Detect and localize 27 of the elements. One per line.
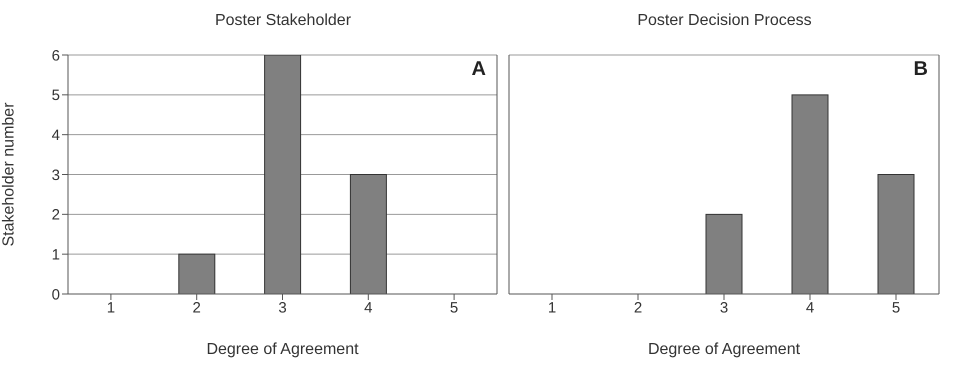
x-axis-title: Degree of Agreement <box>648 341 801 358</box>
y-tick-label: 2 <box>52 206 60 224</box>
chart-title: Poster Decision Process <box>636 12 813 30</box>
x-tick-label: 3 <box>720 300 728 317</box>
x-tick-label: 2 <box>192 300 201 317</box>
bar <box>178 254 216 294</box>
y-tick-label: 1 <box>52 246 60 264</box>
y-tick-label: 5 <box>52 87 60 104</box>
bar <box>350 174 387 294</box>
y-tick-label: 6 <box>52 47 60 64</box>
x-tick-label: 3 <box>278 300 287 317</box>
y-axis-title: Stakeholder number <box>0 102 18 247</box>
x-tick-label: 5 <box>892 300 900 317</box>
x-tick-label: 4 <box>364 300 372 317</box>
x-axis-title: Degree of Agreement <box>206 341 360 358</box>
chart-title: Poster Stakeholder <box>214 12 352 30</box>
y-tick-label: 3 <box>52 166 60 184</box>
x-tick-label: 1 <box>548 300 556 317</box>
bar <box>264 55 302 294</box>
x-tick-label: 1 <box>106 300 116 317</box>
x-tick-label: 2 <box>634 300 642 317</box>
y-tick-label: 0 <box>52 286 60 304</box>
annotation: B <box>914 58 928 81</box>
x-tick-label: 5 <box>450 300 458 317</box>
x-tick-label: 4 <box>806 300 814 317</box>
y-tick-label: 4 <box>52 126 60 144</box>
annotation: A <box>472 58 486 81</box>
